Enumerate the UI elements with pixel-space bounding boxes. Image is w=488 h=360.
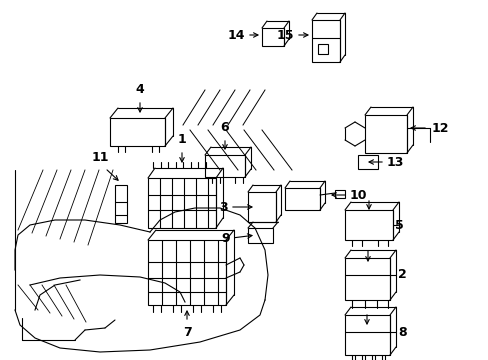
Bar <box>247 228 272 243</box>
Text: 12: 12 <box>431 122 448 135</box>
Text: 15: 15 <box>276 28 293 41</box>
Bar <box>285 188 319 210</box>
Text: 2: 2 <box>397 269 406 282</box>
Bar <box>247 192 275 222</box>
Text: 6: 6 <box>220 121 229 134</box>
Text: 11: 11 <box>91 151 108 164</box>
Text: 5: 5 <box>394 219 403 231</box>
Bar <box>345 315 389 355</box>
Text: 8: 8 <box>397 325 406 338</box>
Bar <box>110 118 164 146</box>
Bar <box>345 210 392 240</box>
Bar <box>345 258 389 300</box>
Bar <box>115 185 127 223</box>
Text: 13: 13 <box>386 156 404 168</box>
Bar <box>364 115 406 153</box>
Text: 4: 4 <box>135 83 144 96</box>
Bar <box>334 190 345 198</box>
Text: 7: 7 <box>182 326 191 339</box>
Bar <box>148 240 225 305</box>
Text: 1: 1 <box>177 133 186 146</box>
Bar <box>262 28 284 46</box>
Text: 9: 9 <box>221 231 229 244</box>
Bar <box>204 155 244 177</box>
Bar <box>148 178 216 228</box>
Text: 3: 3 <box>219 201 227 213</box>
Bar <box>317 44 327 54</box>
Text: 14: 14 <box>227 28 244 41</box>
Text: 10: 10 <box>349 189 367 202</box>
Bar <box>311 20 339 62</box>
Bar <box>357 155 377 169</box>
